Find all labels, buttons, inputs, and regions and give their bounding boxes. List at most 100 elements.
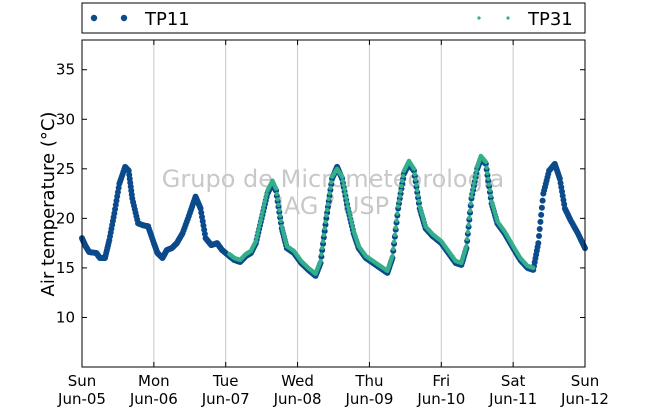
trace-marker — [321, 232, 327, 238]
trace-marker — [538, 204, 545, 211]
trace-marker — [400, 173, 406, 179]
data-point — [535, 240, 542, 247]
trace-marker — [536, 225, 543, 232]
trace-marker — [470, 185, 476, 191]
trace-marker — [470, 190, 475, 195]
trace-marker — [261, 203, 267, 208]
x-tick-label-day: Wed — [281, 372, 314, 390]
trace-marker — [274, 191, 280, 197]
y-tick-label: 15 — [56, 259, 75, 277]
watermark: Grupo de Micrometeorologia IAG / USP — [162, 165, 504, 220]
data-point — [390, 253, 395, 259]
trace-marker — [344, 195, 349, 201]
trace-marker — [344, 200, 350, 205]
watermark-line-2: IAG / USP — [277, 192, 389, 220]
data-point — [531, 265, 536, 271]
trace-marker — [342, 187, 347, 192]
legend-label-tp31: TP31 — [527, 9, 573, 30]
data-point — [339, 174, 345, 179]
trace-marker — [465, 229, 471, 235]
trace-marker — [473, 173, 478, 178]
y-tick-label: 20 — [56, 209, 75, 227]
x-tick-label-day: Tue — [212, 372, 239, 390]
trace-marker — [327, 191, 332, 196]
trace-marker — [343, 191, 348, 196]
trace-marker — [412, 171, 418, 177]
x-tick-label-day: Sun — [68, 372, 97, 390]
trace-marker — [413, 177, 418, 182]
grid-lines — [153, 40, 514, 367]
trace-marker — [484, 165, 489, 170]
axes: SunJun-05MonJun-06TueJun-07WedJun-08ThuJ… — [56, 40, 609, 408]
trace-marker — [341, 183, 346, 188]
trace-marker — [414, 182, 419, 188]
trace-marker — [350, 225, 355, 230]
trace-marker — [486, 176, 491, 182]
trace-marker — [254, 235, 259, 240]
trace-marker — [262, 199, 268, 204]
trace-marker — [326, 196, 331, 202]
trace-marker — [415, 193, 421, 198]
trace-marker — [260, 210, 265, 215]
trace-marker — [319, 252, 324, 257]
x-tick-label-date: Jun-09 — [344, 390, 393, 408]
trace-marker — [340, 178, 346, 184]
x-tick-label-date: Jun-06 — [129, 390, 178, 408]
trace-marker — [398, 188, 403, 194]
trace-marker — [278, 218, 284, 224]
x-tick-label-date: Jun-10 — [416, 390, 465, 408]
trace-marker — [256, 224, 262, 230]
trace-marker — [391, 246, 396, 252]
trace-marker — [261, 206, 266, 212]
trace-marker — [277, 207, 282, 213]
trace-marker — [325, 202, 331, 207]
y-tick-label: 30 — [56, 110, 75, 128]
trace-marker — [474, 168, 479, 174]
trace-marker — [466, 222, 471, 228]
data-point — [411, 166, 417, 172]
trace-marker — [346, 207, 351, 213]
legend-markers — [90, 14, 510, 22]
x-tick-label-day: Sat — [501, 372, 526, 390]
trace-marker — [537, 218, 544, 225]
trace-marker — [400, 178, 405, 184]
trace-marker — [329, 180, 334, 185]
trace-marker — [485, 171, 490, 176]
plot-frame — [81, 39, 586, 368]
data-point — [483, 159, 489, 165]
trace-marker — [464, 236, 470, 242]
x-tick-label-day: Thu — [354, 372, 383, 390]
y-axis-label: Air temperature (°C) — [38, 112, 59, 297]
trace-marker — [347, 211, 352, 216]
trace-marker — [263, 195, 268, 201]
legend: TP11 TP31 — [81, 2, 586, 34]
data-point — [318, 258, 323, 264]
y-tick-label: 25 — [56, 160, 75, 178]
trace-marker — [486, 182, 492, 187]
y-tick-label: 10 — [56, 308, 75, 326]
trace-marker — [349, 221, 355, 227]
data-series — [79, 153, 588, 279]
trace-marker — [394, 218, 399, 223]
x-tick-label-date: Jun-05 — [57, 390, 106, 408]
trace-marker — [487, 187, 493, 193]
trace-marker — [468, 201, 473, 206]
data-point — [273, 186, 279, 191]
legend-marker — [120, 14, 128, 22]
trace-marker — [539, 197, 546, 204]
trace-marker — [255, 231, 260, 237]
trace-marker — [256, 228, 261, 233]
trace-marker — [416, 198, 422, 204]
trace-marker — [393, 225, 398, 230]
trace-marker — [328, 185, 333, 190]
x-tick-label-date: Jun-07 — [201, 390, 250, 408]
x-tick-label-date: Jun-11 — [488, 390, 537, 408]
trace-marker — [258, 217, 264, 223]
trace-marker — [320, 245, 325, 251]
x-tick-label-day: Sun — [571, 372, 600, 390]
trace-marker — [467, 215, 472, 220]
trace-marker — [467, 208, 473, 213]
trace-marker — [536, 233, 543, 240]
series-tp31 — [227, 153, 536, 277]
